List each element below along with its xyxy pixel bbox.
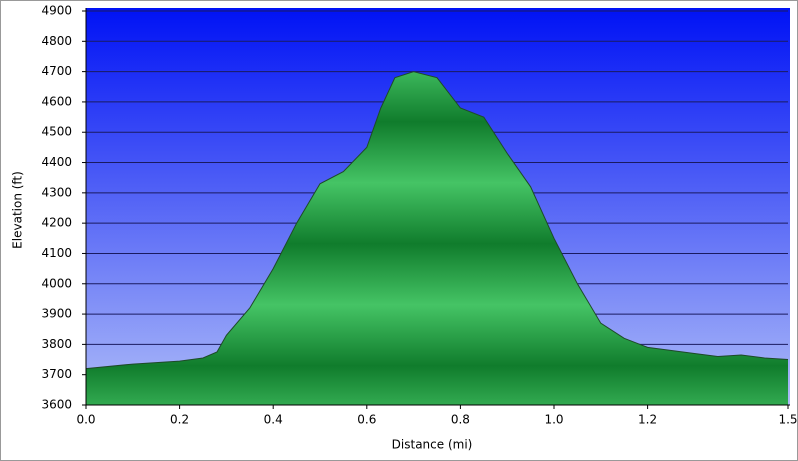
elevation-area (86, 71, 788, 405)
x-tick-label: 0.2 (170, 413, 189, 427)
x-tick-label: 1.0 (544, 413, 563, 427)
y-tick-label: 4000 (41, 276, 72, 290)
x-tick-label: 0.6 (357, 413, 376, 427)
x-tick-label: 1.5 (778, 413, 797, 427)
y-tick-label: 4500 (41, 125, 72, 139)
y-tick-label: 4400 (41, 155, 72, 169)
x-tick-label: 0.4 (264, 413, 283, 427)
y-tick-label: 3600 (41, 398, 72, 412)
x-tick-label: 0.8 (451, 413, 470, 427)
x-tick-label: 0.0 (76, 413, 95, 427)
y-tick-label: 4900 (41, 4, 72, 18)
elevation-line (85, 71, 789, 370)
y-tick-label: 4600 (41, 94, 72, 108)
y-tick-label: 3700 (41, 367, 72, 381)
y-axis-label: Elevation (ft) (11, 171, 25, 249)
y-tick-label: 4800 (41, 34, 72, 48)
y-tick-label: 4300 (41, 185, 72, 199)
y-tick-label: 4100 (41, 246, 72, 260)
x-tick-label: 1.2 (638, 413, 657, 427)
y-tick-label: 3900 (41, 307, 72, 321)
y-tick-label: 4200 (41, 216, 72, 230)
y-tick-label: 4700 (41, 64, 72, 78)
x-axis-label: Distance (mi) (392, 438, 473, 452)
y-tick-label: 3800 (41, 337, 72, 351)
